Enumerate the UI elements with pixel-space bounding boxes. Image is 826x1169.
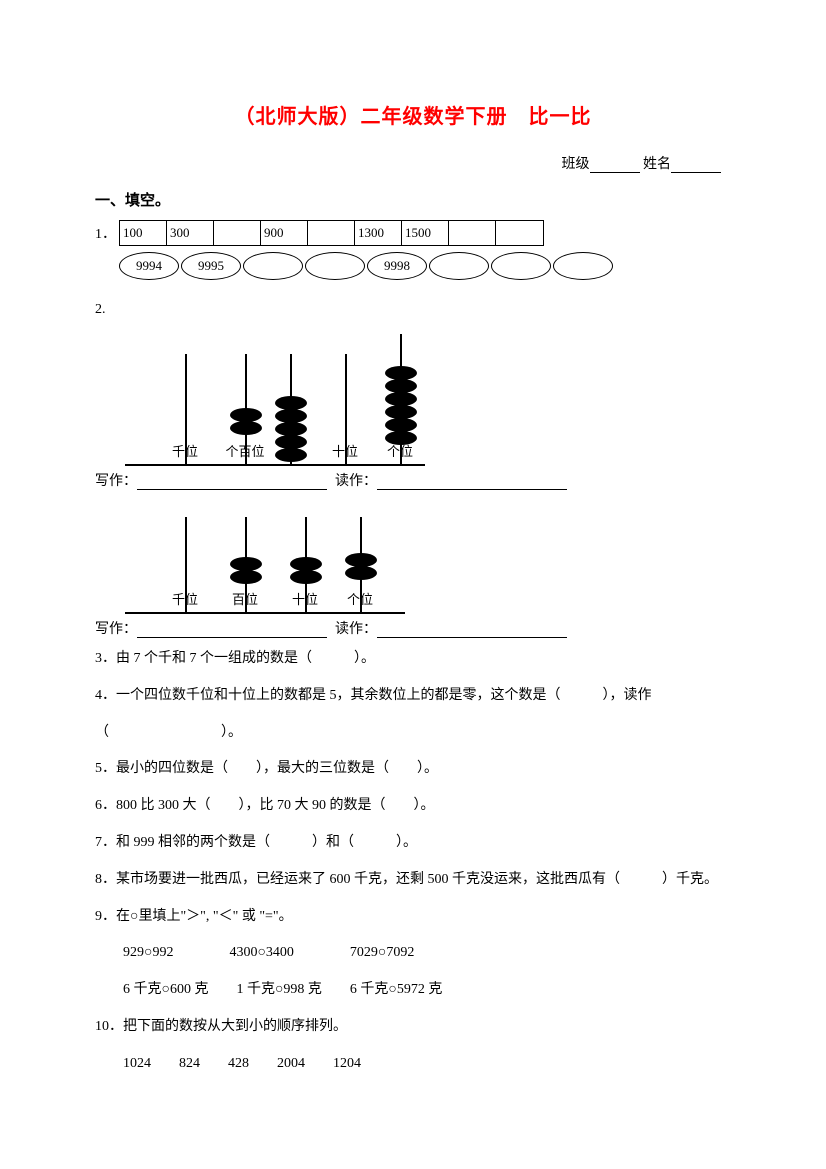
oval[interactable] [491,252,551,280]
write-blank[interactable] [137,470,327,490]
abacus-bead [230,557,262,571]
box[interactable]: 1500 [402,221,449,245]
oval[interactable]: 9995 [181,252,241,280]
box[interactable] [214,221,261,245]
oval[interactable] [553,252,613,280]
q7: 7．和 999 相邻的两个数是（ ）和（ ）。 [95,828,731,859]
abacus-bead [275,409,307,423]
box[interactable]: 900 [261,221,308,245]
abacus-bead [385,431,417,445]
abacus-bead [230,408,262,422]
abacus-b: 千位 百位 十位 个位 [125,504,405,614]
q6: 6．800 比 300 大（ ），比 70 大 90 的数是（ ）。 [95,791,731,822]
class-name-row: 班级 姓名 [95,153,731,173]
abacus-bead [230,570,262,584]
worksheet-page: （北师大版）二年级数学下册 比一比 班级 姓名 一、填空。 1． 100 300… [0,0,826,1169]
class-blank[interactable] [590,158,640,173]
rod-label: 个位 [347,589,373,608]
read-blank[interactable] [377,618,567,638]
q10a: 1024 824 428 2004 1204 [95,1049,731,1080]
abacus-bead [345,566,377,580]
box[interactable]: 300 [167,221,214,245]
abacus-bead [385,418,417,432]
page-title: （北师大版）二年级数学下册 比一比 [95,100,731,129]
abacus-bead [345,553,377,567]
q9b: 6 千克○600 克 1 千克○998 克 6 千克○5972 克 [95,975,731,1006]
q4a: 4．一个四位数千位和十位上的数都是 5，其余数位上的都是零，这个数是（ ），读作 [95,681,731,712]
abacus-a-container: 千位个百位十位个位 [125,326,731,466]
oval[interactable] [243,252,303,280]
rod-label: 千位 [172,589,198,608]
q1-ovals: 9994 9995 9998 [119,252,613,280]
read-label: 读作： [335,618,377,638]
write-label: 写作： [95,618,137,638]
write-label: 写作： [95,470,137,490]
abacus-bead [275,448,307,462]
rod-label: 十位 [292,589,318,608]
box[interactable]: 100 [120,221,167,245]
abacus-bead [385,379,417,393]
box[interactable] [308,221,355,245]
read-blank[interactable] [377,470,567,490]
q1-boxes-row: 1． 100 300 900 1300 1500 [95,220,731,246]
abacus-base [125,464,425,466]
q9: 9．在○里填上"＞", "＜" 或 "="。 [95,902,731,933]
abacus-b-container: 千位 百位 十位 个位 [125,504,731,614]
box[interactable] [449,221,496,245]
q2-number: 2. [95,302,106,317]
q1-boxes: 100 300 900 1300 1500 [119,220,544,246]
abacus-bead [385,405,417,419]
class-label: 班级 [562,157,590,172]
abacus-bead [290,557,322,571]
oval[interactable]: 9998 [367,252,427,280]
rod-label: 十位 [332,441,358,460]
q5: 5．最小的四位数是（ ），最大的三位数是（ ）。 [95,754,731,785]
q9a: 929○992 4300○3400 7029○7092 [95,938,731,969]
q8: 8．某市场要进一批西瓜，已经运来了 600 千克，还剩 500 千克没运来，这批… [95,865,731,896]
q2a-write-read: 写作： 读作： [95,470,731,490]
box[interactable]: 1300 [355,221,402,245]
rod-label: 百位 [232,589,258,608]
abacus-base [125,612,405,614]
q2: 2. 千位个百位十位个位 写作： 读作： 千位百位十位个位 写作： 读作： [95,302,731,638]
rod-label: 个百位 [225,441,264,460]
rod-label: 千位 [172,441,198,460]
q2b-write-read: 写作： 读作： [95,618,731,638]
abacus-bead [385,366,417,380]
oval[interactable] [305,252,365,280]
abacus-bead [275,396,307,410]
q4b: （ ）。 [95,718,731,749]
section-1-header: 一、填空。 [95,189,731,210]
abacus-bead [275,422,307,436]
box[interactable] [496,221,543,245]
abacus-a: 千位个百位十位个位 [125,326,425,466]
q1-ovals-row: 9994 9995 9998 [95,252,731,280]
abacus-bead [385,392,417,406]
q1-number: 1． [95,223,119,243]
abacus-bead [230,421,262,435]
abacus-bead [290,570,322,584]
oval[interactable] [429,252,489,280]
write-blank[interactable] [137,618,327,638]
name-blank[interactable] [671,158,721,173]
abacus-bead [275,435,307,449]
oval[interactable]: 9994 [119,252,179,280]
q3: 3．由 7 个千和 7 个一组成的数是（ ）。 [95,644,731,675]
q10: 10．把下面的数按从大到小的顺序排列。 [95,1012,731,1043]
name-label: 姓名 [643,157,671,172]
read-label: 读作： [335,470,377,490]
